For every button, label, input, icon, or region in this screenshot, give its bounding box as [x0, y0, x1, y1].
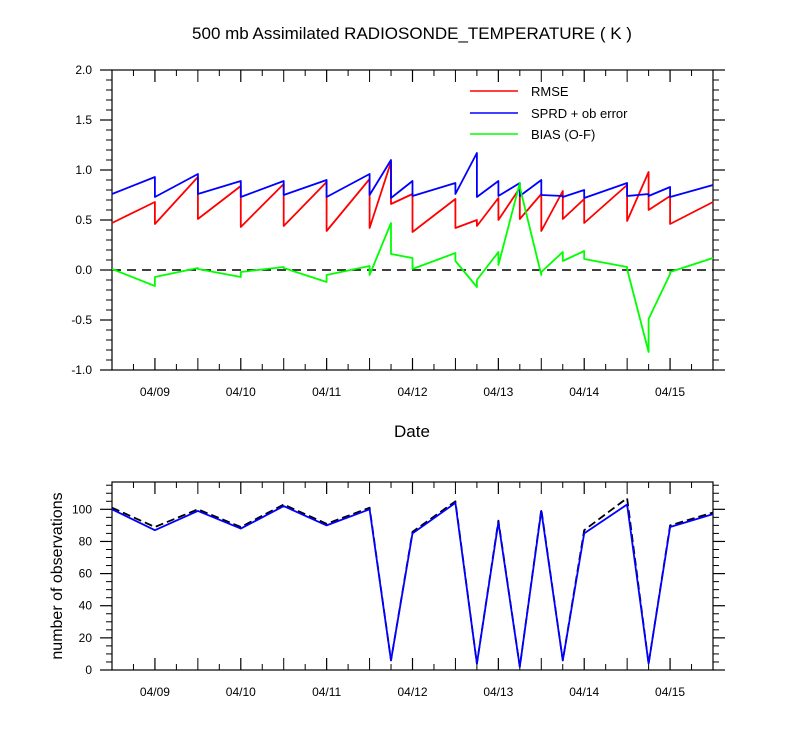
x-tick-label: 04/13	[483, 385, 513, 399]
x-tick-label: 04/13	[483, 685, 513, 699]
y-tick-label: -1.0	[71, 363, 92, 377]
x-tick-label: 04/15	[655, 385, 685, 399]
bottom-panel: 04/09 04/10 04/11 04/12 04/13 04/14 04/15 0 20 40…	[49, 481, 725, 699]
series-line-sprd-ob-error	[111, 152, 714, 199]
x-tick-label: 04/14	[569, 685, 599, 699]
x-tick-label: 04/11	[312, 685, 341, 699]
y-tick-label: 0.5	[75, 213, 92, 227]
series-line-observations-assimilated	[111, 501, 714, 668]
y-tick-label: -0.5	[71, 313, 92, 327]
bottom-axis-ticks: 04/09 04/10 04/11 04/12 04/13 04/14 04/15 0 20 40…	[72, 482, 725, 699]
bottom-series-lines	[111, 497, 714, 668]
x-tick-label: 04/10	[226, 685, 256, 699]
y-tick-label: 0	[85, 663, 92, 677]
x-tick-label: 04/12	[397, 385, 427, 399]
x-tick-label: 04/09	[140, 685, 170, 699]
x-tick-label: 04/09	[140, 385, 170, 399]
x-tick-label: 04/11	[312, 385, 341, 399]
top-series-lines	[111, 152, 714, 353]
y-tick-label: 1.0	[75, 163, 92, 177]
legend-label-bias: BIAS (O-F)	[531, 127, 595, 142]
chart-title: 500 mb Assimilated RADIOSONDE_TEMPERATUR…	[192, 24, 632, 43]
x-tick-label: 04/12	[397, 685, 427, 699]
legend-label-sprd: SPRD + ob error	[531, 106, 628, 121]
top-axis-ticks: 04/09 04/10 04/11 04/12 04/13 04/14 04/15 -1.0 -…	[71, 63, 725, 399]
legend-label-rmse: RMSE	[531, 84, 569, 99]
top-panel: 04/09 04/10 04/11 04/12 04/13 04/14 04/15 -1.0 -…	[71, 63, 725, 441]
y-tick-label: 60	[79, 567, 93, 581]
series-line-bias-o-f	[111, 182, 714, 353]
y-tick-label: 1.5	[75, 113, 92, 127]
x-tick-label: 04/15	[655, 685, 685, 699]
y-tick-label: 20	[79, 631, 93, 645]
x-axis-label: Date	[394, 422, 430, 441]
y-tick-label: 80	[79, 534, 93, 548]
y-tick-label: 2.0	[75, 63, 92, 77]
x-tick-label: 04/14	[569, 385, 599, 399]
y-tick-label: 0.0	[75, 263, 92, 277]
series-line-observations-available	[111, 497, 714, 668]
series-line-rmse	[111, 161, 714, 233]
y-tick-label: 40	[79, 599, 93, 613]
x-tick-label: 04/10	[226, 385, 256, 399]
y-tick-label: 100	[72, 502, 92, 516]
legend: RMSE SPRD + ob error BIAS (O-F)	[470, 84, 628, 142]
y-axis-label-observations: number of observations	[49, 492, 66, 659]
